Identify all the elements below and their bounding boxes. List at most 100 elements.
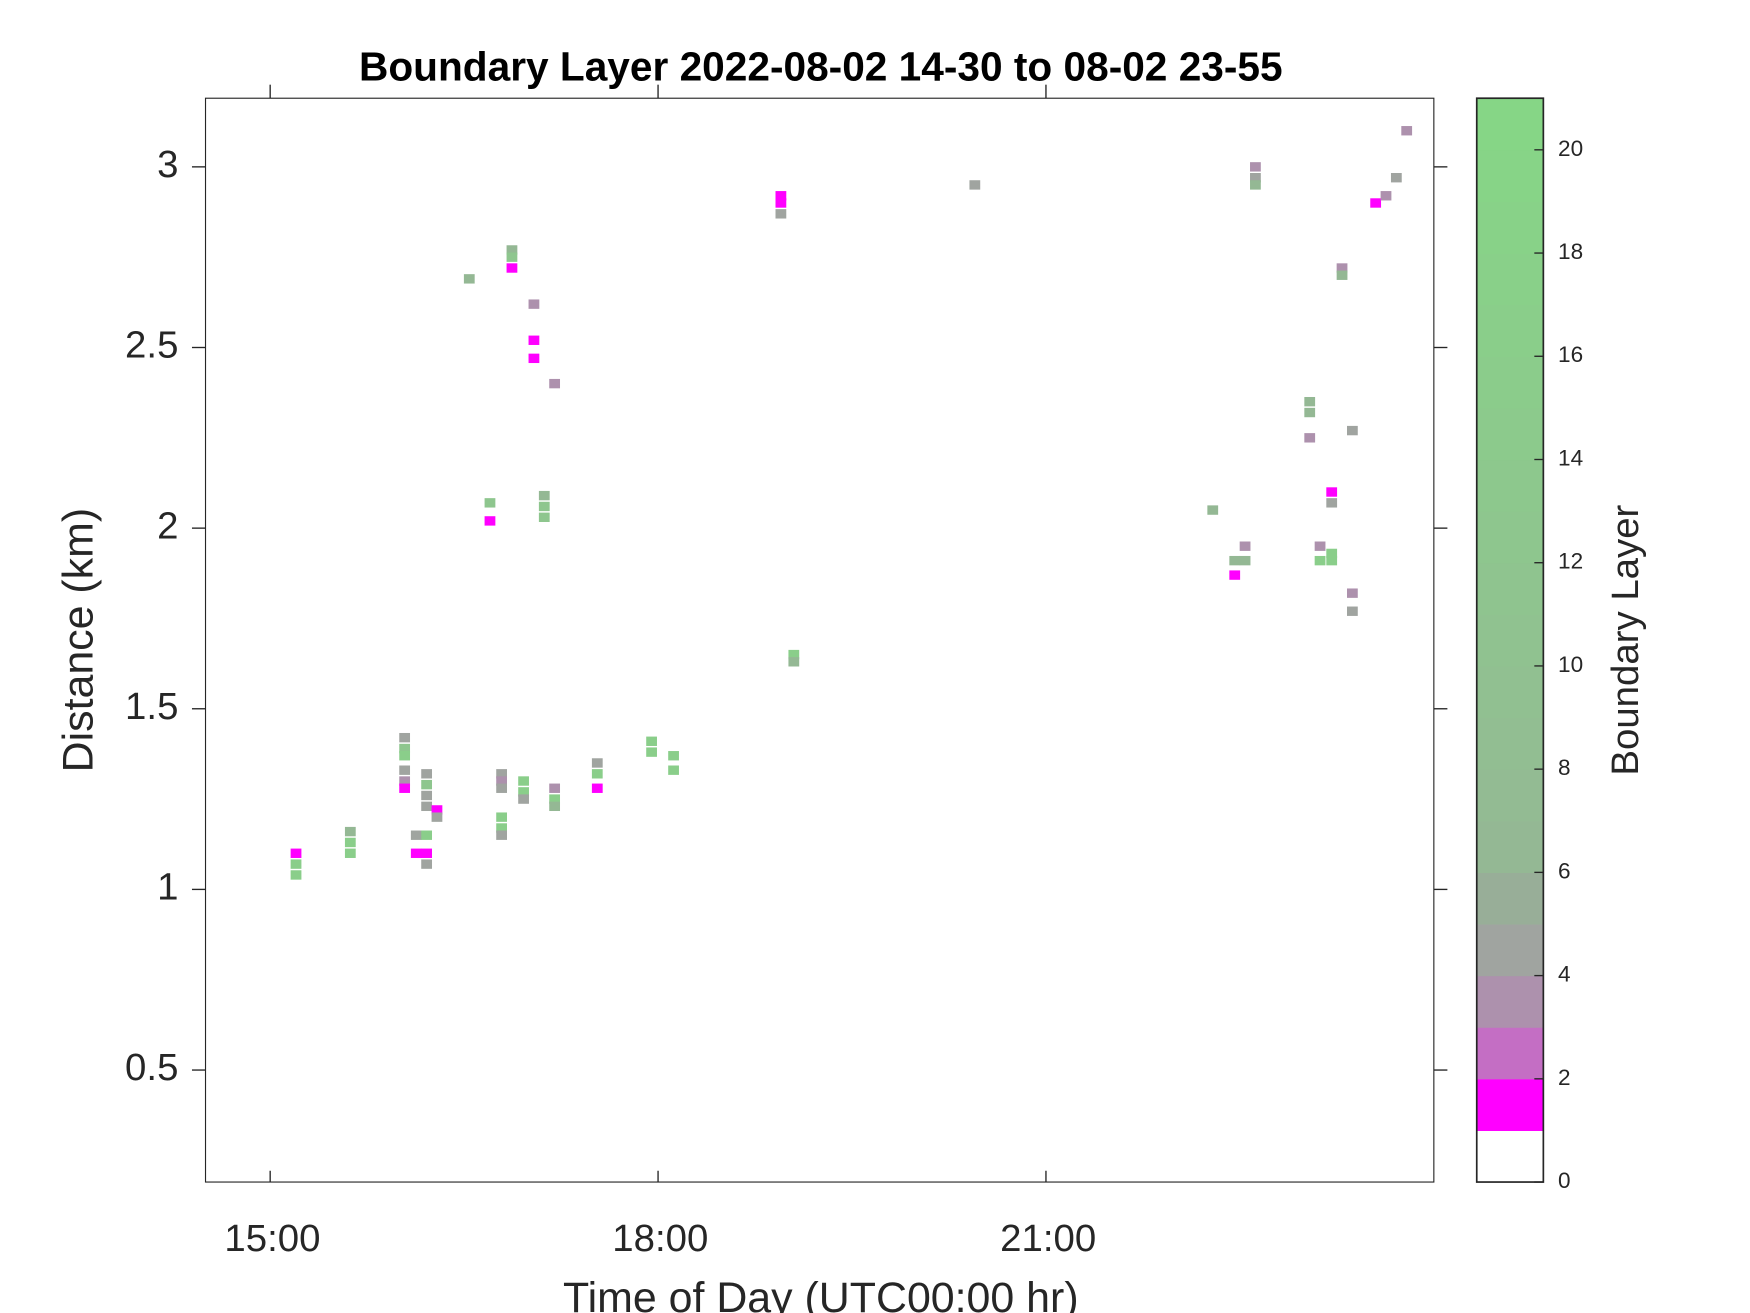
- colorbar-tick-label: 2: [1558, 1065, 1571, 1090]
- cell: [290, 859, 302, 869]
- cell: [549, 801, 561, 812]
- cell: [290, 870, 302, 880]
- cell: [1346, 588, 1358, 598]
- colorbar-band: [1476, 975, 1544, 1028]
- cell: [1304, 433, 1316, 443]
- cell: [496, 776, 507, 786]
- colorbar-band: [1476, 923, 1544, 977]
- cell: [528, 299, 540, 309]
- colorbar-tick-label: 12: [1558, 549, 1583, 574]
- cell: [775, 191, 787, 201]
- cell: [496, 823, 507, 833]
- colorbar-band: [1476, 98, 1544, 151]
- cell: [344, 826, 356, 837]
- cell: [969, 180, 981, 190]
- colorbar-tick-label: 10: [1558, 652, 1583, 677]
- cell: [775, 209, 787, 219]
- cell: [484, 516, 496, 526]
- colorbar-band: [1476, 665, 1544, 719]
- cell: [399, 783, 411, 793]
- cell: [344, 848, 356, 858]
- cell: [1250, 180, 1261, 190]
- colorbar-band: [1476, 562, 1544, 615]
- cell: [410, 848, 422, 858]
- colorbar-band: [1476, 149, 1544, 203]
- cell: [506, 245, 518, 255]
- colorbar-band: [1476, 511, 1544, 564]
- cell: [788, 649, 800, 660]
- colorbar-band: [1476, 459, 1544, 512]
- cell: [1401, 126, 1413, 136]
- cell: [549, 378, 561, 389]
- y-tick-label: 0.5: [125, 1046, 178, 1089]
- colorbar-tick-label: 20: [1558, 136, 1583, 161]
- cell: [1314, 555, 1326, 566]
- colorbar-tick-label: 6: [1558, 858, 1571, 883]
- colorbar-frame: [1475, 97, 1545, 1183]
- colorbar-band: [1476, 356, 1544, 409]
- cell: [1250, 162, 1261, 172]
- cell: [591, 769, 603, 779]
- cell: [496, 783, 507, 793]
- cell: [1380, 191, 1392, 201]
- cell: [1326, 487, 1338, 497]
- colorbar-label: Boundary Layer: [1604, 504, 1647, 775]
- cell: [1304, 407, 1316, 418]
- colorbar-tick-label: 16: [1558, 342, 1583, 367]
- colorbar-tick-label: 18: [1558, 239, 1583, 264]
- cell: [1370, 198, 1382, 208]
- colorbar-band: [1476, 614, 1544, 667]
- cell: [1239, 541, 1251, 551]
- colorbar-tick-label: 0: [1558, 1168, 1571, 1193]
- cell: [431, 805, 443, 815]
- colorbar-band: [1476, 1130, 1544, 1183]
- cell: [549, 794, 561, 804]
- cell: [431, 812, 443, 822]
- cell: [1326, 555, 1338, 566]
- cell: [1229, 570, 1241, 580]
- y-axis-label: Distance (km): [55, 508, 103, 773]
- colorbar-tick-label: 4: [1558, 962, 1571, 987]
- cell: [484, 498, 496, 508]
- cell: [1229, 555, 1241, 566]
- cell: [1326, 498, 1338, 508]
- cell: [549, 783, 561, 793]
- cell: [421, 859, 433, 869]
- colorbar-band: [1476, 201, 1544, 254]
- cell: [496, 769, 507, 779]
- cell: [528, 353, 540, 364]
- y-tick-label: 1.5: [125, 685, 178, 728]
- cell: [1346, 425, 1358, 436]
- cell: [528, 335, 540, 345]
- cell: [421, 830, 433, 840]
- cell: [463, 274, 475, 284]
- cell: [538, 490, 550, 501]
- colorbar-tick-label: 8: [1558, 755, 1571, 780]
- cell: [1390, 173, 1402, 183]
- cell: [1207, 505, 1219, 515]
- cell: [788, 657, 800, 667]
- cell: [1336, 263, 1348, 273]
- cell: [518, 787, 529, 797]
- cell: [399, 732, 411, 743]
- colorbar-band: [1476, 820, 1544, 873]
- cell: [1346, 606, 1358, 616]
- colorbar-band: [1476, 1078, 1544, 1131]
- cell: [668, 765, 679, 775]
- cell: [399, 765, 411, 775]
- cell: [399, 743, 411, 754]
- cell: [421, 769, 433, 779]
- cell: [421, 848, 433, 858]
- x-tick-label: 21:00: [1000, 1217, 1096, 1260]
- cell: [1239, 555, 1251, 566]
- cell: [399, 776, 411, 786]
- colorbar-band: [1476, 717, 1544, 770]
- cell: [668, 751, 679, 761]
- y-tick-label: 3: [157, 143, 178, 186]
- colorbar-band: [1476, 769, 1544, 822]
- cell: [1326, 548, 1338, 559]
- cell: [591, 758, 603, 768]
- plot-area: [205, 98, 1434, 1183]
- cell: [399, 751, 411, 761]
- y-tick-label: 2: [157, 504, 178, 547]
